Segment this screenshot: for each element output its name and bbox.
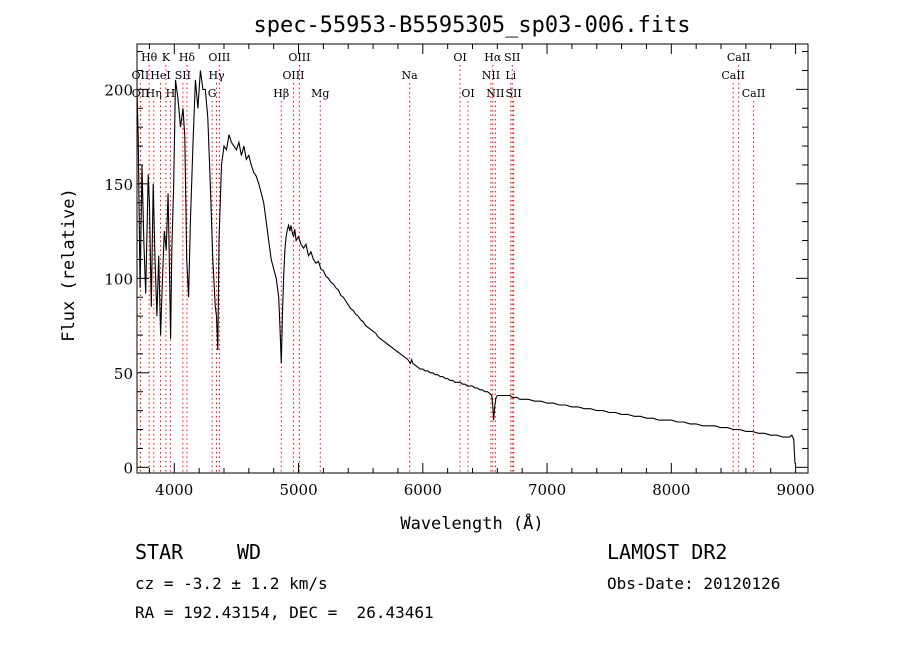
line-label: Na — [402, 69, 419, 82]
object-subclass: WD — [237, 540, 262, 564]
line-label: Hα — [484, 51, 502, 64]
observation-date: Obs-Date: 20120126 — [607, 574, 781, 593]
line-label: Hδ — [179, 51, 196, 64]
line-label: NII — [482, 69, 500, 82]
line-label: OIII — [208, 51, 230, 64]
line-label: OII — [131, 69, 149, 82]
x-tick-label: 6000 — [404, 481, 442, 499]
line-label: Li — [505, 69, 516, 82]
line-label: CaII — [721, 69, 745, 82]
spectrum-line — [136, 70, 796, 464]
line-label: Hθ — [141, 51, 158, 64]
coordinates: RA = 192.43154, DEC = 26.43461 — [135, 603, 434, 622]
object-class: STAR — [135, 540, 184, 564]
y-axis-ticks: 0 50 100 150 200 — [104, 51, 808, 477]
line-label: OII — [132, 87, 150, 100]
y-tick-label: 200 — [104, 81, 133, 99]
survey-name: LAMOST DR2 — [607, 540, 728, 564]
line-label: SII — [504, 51, 520, 64]
chart-title: spec-55953-B5595305_sp03-006.fits — [253, 13, 690, 38]
line-label: K — [162, 51, 171, 64]
line-label: OIII — [288, 51, 310, 64]
line-label: SII — [175, 69, 191, 82]
line-label: Hβ — [273, 87, 289, 100]
x-tick-label: 5000 — [279, 481, 317, 499]
y-tick-label: 0 — [123, 459, 133, 477]
line-label: OI — [453, 51, 466, 64]
y-axis-label: Flux (relative) — [59, 188, 79, 342]
line-label: HeI — [150, 69, 170, 82]
line-label: H — [166, 87, 176, 100]
line-label: Hγ — [208, 69, 225, 82]
line-label: Mg — [311, 87, 329, 100]
line-label: Hη — [146, 87, 162, 100]
line-label: G — [208, 87, 217, 100]
line-label: NII — [486, 87, 504, 100]
y-tick-label: 50 — [114, 365, 133, 383]
redshift-cz: cz = -3.2 ± 1.2 km/s — [135, 574, 328, 593]
x-tick-label: 9000 — [776, 481, 814, 499]
line-label: OI — [461, 87, 474, 100]
x-tick-label: 4000 — [155, 481, 193, 499]
x-axis-label: Wavelength (Å) — [400, 512, 543, 534]
spectral-line-markers — [139, 65, 755, 473]
x-tick-label: 7000 — [528, 481, 566, 499]
line-label: CaII — [742, 87, 766, 100]
y-tick-label: 100 — [104, 270, 133, 288]
line-label: CaII — [727, 51, 751, 64]
plot-frame — [136, 43, 809, 474]
x-axis-ticks: 4000 5000 6000 7000 8000 9000 — [148, 44, 815, 499]
line-label: SII — [506, 87, 522, 100]
y-tick-label: 150 — [104, 176, 133, 194]
line-label: OIII — [282, 69, 304, 82]
x-tick-label: 8000 — [652, 481, 690, 499]
